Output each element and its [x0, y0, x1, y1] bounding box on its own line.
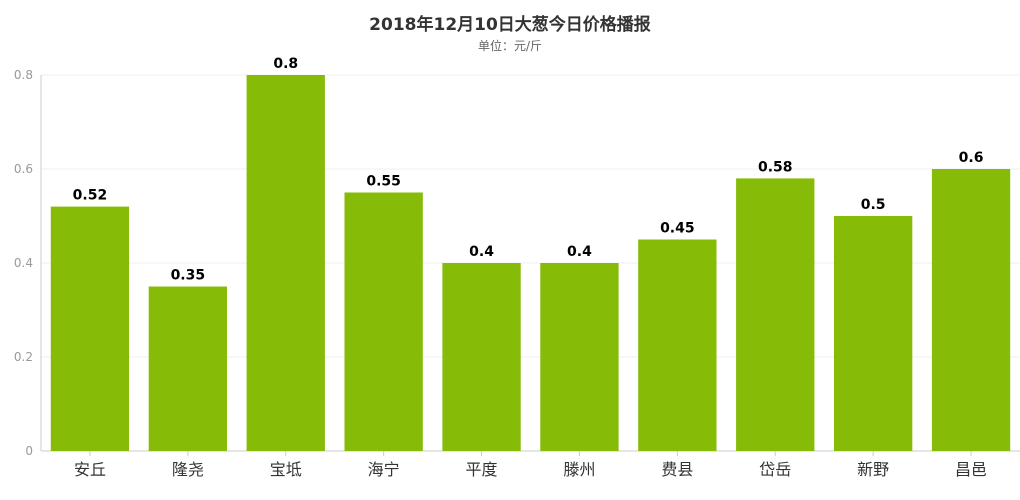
data-label: 0.4 — [567, 244, 592, 260]
x-tick-label: 安丘 — [74, 460, 106, 479]
chart-title: 2018年12月10日大葱今日价格播报 — [369, 15, 651, 35]
data-label: 0.4 — [469, 244, 494, 260]
y-tick-label: 0.6 — [14, 162, 33, 176]
data-label: 0.35 — [171, 268, 206, 284]
x-tick-label: 岱岳 — [759, 460, 791, 479]
x-tick-label: 平度 — [466, 460, 498, 479]
data-label: 0.6 — [959, 150, 984, 166]
y-tick-label: 0.2 — [14, 350, 33, 364]
data-label: 0.45 — [660, 221, 695, 237]
y-tick-label: 0 — [25, 444, 33, 458]
x-tick-label: 宝坻 — [270, 460, 302, 479]
x-tick-label: 隆尧 — [172, 460, 204, 479]
x-tick-label: 滕州 — [563, 460, 595, 479]
data-label: 0.5 — [861, 197, 886, 213]
bar — [442, 263, 521, 451]
bar — [148, 286, 228, 451]
x-tick-label: 海宁 — [368, 460, 400, 479]
data-label: 0.52 — [73, 188, 108, 204]
x-tick-label: 新野 — [857, 460, 889, 479]
bar — [833, 216, 913, 451]
bar — [736, 178, 815, 451]
x-tick-label: 费县 — [661, 460, 693, 479]
x-tick-label: 昌邑 — [955, 460, 987, 479]
y-tick-label: 0.8 — [14, 68, 33, 82]
bar — [638, 239, 717, 451]
bar — [246, 75, 325, 451]
data-label: 0.8 — [273, 56, 298, 72]
bar — [931, 169, 1011, 451]
bar — [50, 206, 130, 451]
y-tick-label: 0.4 — [14, 256, 33, 270]
bar — [540, 263, 619, 451]
bar — [344, 192, 423, 451]
data-label: 0.55 — [366, 174, 401, 190]
chart-subtitle: 单位：元/斤 — [477, 39, 543, 53]
data-label: 0.58 — [758, 159, 793, 175]
